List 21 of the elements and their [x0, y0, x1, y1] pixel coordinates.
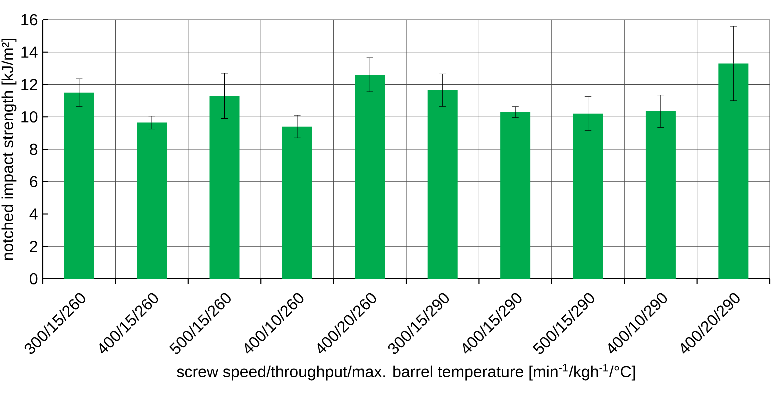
- y-tick-label: 2: [30, 241, 38, 252]
- bar: [718, 64, 749, 280]
- bar: [428, 90, 458, 280]
- y-tick-label: 6: [30, 176, 38, 188]
- bar: [500, 112, 531, 280]
- bar: [355, 75, 386, 280]
- y-tick-label: 14: [22, 46, 38, 58]
- y-tick-label: 16: [22, 14, 38, 26]
- y-tick-label: 10: [22, 111, 38, 123]
- y-tick-label: 0: [30, 273, 38, 285]
- y-axis-title: notched impact strength [kJ/m²]: [2, 39, 17, 260]
- bar: [573, 114, 604, 280]
- y-tick-label: 4: [30, 208, 38, 220]
- bar: [210, 96, 240, 280]
- y-tick-label: 12: [22, 79, 38, 90]
- bar: [137, 122, 168, 280]
- bar: [282, 126, 312, 280]
- y-tick-label: 8: [30, 144, 38, 156]
- bar: [64, 92, 94, 280]
- x-axis-title: screw speed/throughput/max. barrel temperature [min$^{-1}$/kgh$^{-1}$/°C]: [177, 364, 636, 381]
- bar: [646, 111, 676, 280]
